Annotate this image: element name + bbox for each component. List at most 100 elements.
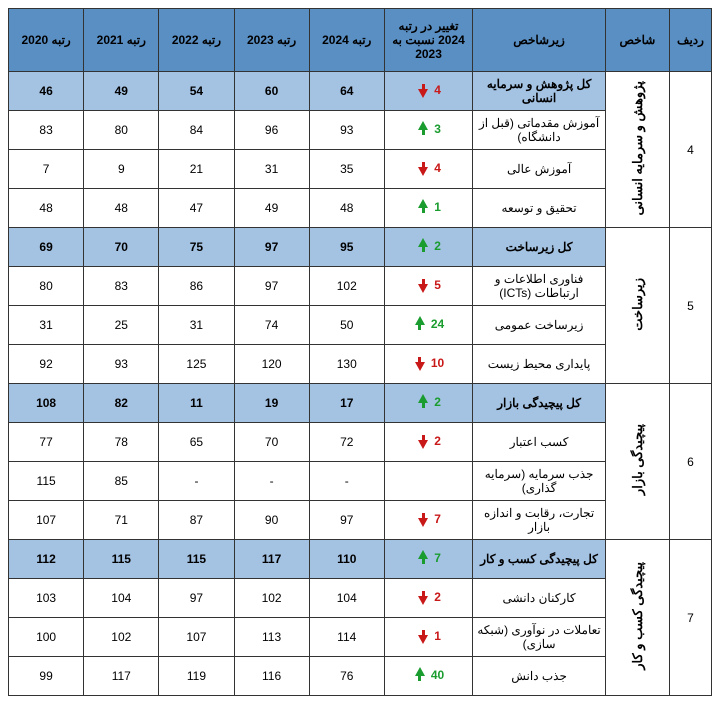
subindex-cell: زیرساخت عمومی: [473, 306, 606, 345]
subindex-cell: کل زیرساخت: [473, 228, 606, 267]
rank-2020: 77: [9, 423, 84, 462]
row-number: 4: [670, 72, 712, 228]
change-cell: [384, 462, 472, 501]
rank-2022: 75: [159, 228, 234, 267]
rank-2023: 96: [234, 111, 309, 150]
rank-2020: 108: [9, 384, 84, 423]
change-cell: 1: [384, 618, 472, 657]
change-cell: 7: [384, 501, 472, 540]
change-cell: 7: [384, 540, 472, 579]
rank-2023: 74: [234, 306, 309, 345]
rank-2021: 102: [84, 618, 159, 657]
rank-2024: 102: [309, 267, 384, 306]
rank-2022: 47: [159, 189, 234, 228]
rank-2020: 46: [9, 72, 84, 111]
rank-2021: 48: [84, 189, 159, 228]
row-number: 5: [670, 228, 712, 384]
rank-2024: 95: [309, 228, 384, 267]
rank-2021: 9: [84, 150, 159, 189]
change-cell: 5: [384, 267, 472, 306]
change-cell: 10: [384, 345, 472, 384]
rank-2023: 102: [234, 579, 309, 618]
rank-2023: -: [234, 462, 309, 501]
index-cell: پژوهش و سرمایه انسانی: [605, 72, 669, 228]
rank-2020: 107: [9, 501, 84, 540]
rank-2023: 120: [234, 345, 309, 384]
rank-2020: 99: [9, 657, 84, 696]
rank-2020: 7: [9, 150, 84, 189]
rank-2021: 78: [84, 423, 159, 462]
rank-2021: 117: [84, 657, 159, 696]
rank-2023: 113: [234, 618, 309, 657]
rank-2024: 50: [309, 306, 384, 345]
rank-2024: 76: [309, 657, 384, 696]
rank-2022: 31: [159, 306, 234, 345]
rank-2021: 93: [84, 345, 159, 384]
subindex-cell: کسب اعتبار: [473, 423, 606, 462]
rank-2020: 48: [9, 189, 84, 228]
rank-2021: 71: [84, 501, 159, 540]
hdr-change: تغییر در رتبه 2024 نسبت به 2023: [384, 9, 472, 72]
index-cell: زیرساخت: [605, 228, 669, 384]
rank-2023: 116: [234, 657, 309, 696]
rank-2024: 110: [309, 540, 384, 579]
rank-2021: 80: [84, 111, 159, 150]
subindex-cell: کل پیچیدگی بازار: [473, 384, 606, 423]
rank-2023: 97: [234, 228, 309, 267]
rank-2021: 83: [84, 267, 159, 306]
rank-2020: 100: [9, 618, 84, 657]
rank-2022: 65: [159, 423, 234, 462]
rank-2022: -: [159, 462, 234, 501]
hdr-2023: رتبه 2023: [234, 9, 309, 72]
change-cell: 1: [384, 189, 472, 228]
rank-2020: 31: [9, 306, 84, 345]
rank-2024: 114: [309, 618, 384, 657]
rank-2022: 11: [159, 384, 234, 423]
rank-2022: 97: [159, 579, 234, 618]
subindex-cell: جذب دانش: [473, 657, 606, 696]
rank-2024: 130: [309, 345, 384, 384]
rank-2021: 25: [84, 306, 159, 345]
table-row: 5زیرساختکل زیرساخت29597757069: [9, 228, 712, 267]
ranking-table: ردیف شاخص زیرشاخص تغییر در رتبه 2024 نسب…: [8, 8, 712, 696]
subindex-cell: کارکنان دانشی: [473, 579, 606, 618]
rank-2022: 125: [159, 345, 234, 384]
change-cell: 24: [384, 306, 472, 345]
subindex-cell: کل پیچیدگی کسب و کار: [473, 540, 606, 579]
rank-2023: 97: [234, 267, 309, 306]
table-row: 4پژوهش و سرمایه انسانیکل پژوهش و سرمایه …: [9, 72, 712, 111]
rank-2024: 104: [309, 579, 384, 618]
subindex-cell: فناوری اطلاعات و ارتباطات (ICTs): [473, 267, 606, 306]
rank-2020: 80: [9, 267, 84, 306]
index-cell: پیچیدگی بازار: [605, 384, 669, 540]
rank-2022: 119: [159, 657, 234, 696]
rank-2021: 115: [84, 540, 159, 579]
hdr-2020: رتبه 2020: [9, 9, 84, 72]
change-cell: 2: [384, 384, 472, 423]
rank-2024: 64: [309, 72, 384, 111]
rank-2024: -: [309, 462, 384, 501]
table-body: 4پژوهش و سرمایه انسانیکل پژوهش و سرمایه …: [9, 72, 712, 696]
subindex-cell: کل پژوهش و سرمایه انسانی: [473, 72, 606, 111]
change-cell: 2: [384, 228, 472, 267]
rank-2023: 31: [234, 150, 309, 189]
rank-2024: 35: [309, 150, 384, 189]
index-cell: پیچیدگی کسب و کار: [605, 540, 669, 696]
hdr-index: شاخص: [605, 9, 669, 72]
rank-2021: 70: [84, 228, 159, 267]
row-number: 7: [670, 540, 712, 696]
change-cell: 2: [384, 423, 472, 462]
rank-2024: 97: [309, 501, 384, 540]
rank-2024: 48: [309, 189, 384, 228]
rank-2021: 82: [84, 384, 159, 423]
rank-2022: 84: [159, 111, 234, 150]
rank-2022: 21: [159, 150, 234, 189]
rank-2021: 104: [84, 579, 159, 618]
rank-2023: 19: [234, 384, 309, 423]
rank-2020: 112: [9, 540, 84, 579]
subindex-cell: تعاملات در نوآوری (شبکه سازی): [473, 618, 606, 657]
rank-2022: 107: [159, 618, 234, 657]
rank-2023: 90: [234, 501, 309, 540]
rank-2021: 49: [84, 72, 159, 111]
table-row: 6پیچیدگی بازارکل پیچیدگی بازار2171911821…: [9, 384, 712, 423]
